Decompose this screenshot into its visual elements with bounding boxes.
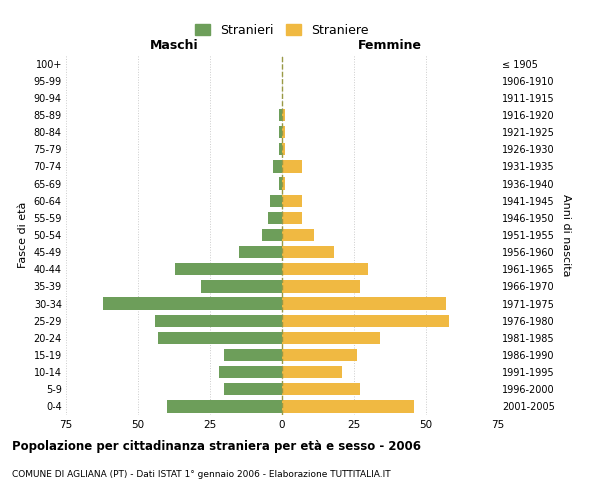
Legend: Stranieri, Straniere: Stranieri, Straniere xyxy=(190,18,374,42)
Bar xyxy=(202,280,282,292)
Bar xyxy=(279,126,282,138)
Bar xyxy=(279,143,282,156)
Bar xyxy=(155,314,282,327)
Bar xyxy=(239,246,282,258)
Bar xyxy=(282,143,285,156)
Bar xyxy=(282,246,334,258)
Bar xyxy=(282,126,285,138)
Bar xyxy=(282,366,343,378)
Bar xyxy=(282,160,302,172)
Text: Maschi: Maschi xyxy=(149,38,199,52)
Y-axis label: Anni di nascita: Anni di nascita xyxy=(560,194,571,276)
Text: COMUNE DI AGLIANA (PT) - Dati ISTAT 1° gennaio 2006 - Elaborazione TUTTITALIA.IT: COMUNE DI AGLIANA (PT) - Dati ISTAT 1° g… xyxy=(12,470,391,479)
Bar xyxy=(224,349,282,361)
Text: Femmine: Femmine xyxy=(358,38,422,52)
Bar xyxy=(282,314,449,327)
Bar xyxy=(282,109,285,121)
Bar xyxy=(268,212,282,224)
Bar xyxy=(282,349,357,361)
Bar xyxy=(175,263,282,276)
Bar xyxy=(103,298,282,310)
Bar xyxy=(262,229,282,241)
Y-axis label: Fasce di età: Fasce di età xyxy=(18,202,28,268)
Bar xyxy=(167,400,282,412)
Bar xyxy=(158,332,282,344)
Bar xyxy=(282,229,314,241)
Bar xyxy=(282,280,360,292)
Bar xyxy=(279,109,282,121)
Bar xyxy=(274,160,282,172)
Bar xyxy=(282,194,302,207)
Bar xyxy=(282,212,302,224)
Text: Popolazione per cittadinanza straniera per età e sesso - 2006: Popolazione per cittadinanza straniera p… xyxy=(12,440,421,453)
Bar xyxy=(282,263,368,276)
Bar xyxy=(279,178,282,190)
Bar xyxy=(224,383,282,396)
Bar xyxy=(282,178,285,190)
Bar xyxy=(282,400,415,412)
Bar xyxy=(218,366,282,378)
Bar xyxy=(282,332,380,344)
Bar xyxy=(282,383,360,396)
Bar xyxy=(271,194,282,207)
Bar xyxy=(282,298,446,310)
